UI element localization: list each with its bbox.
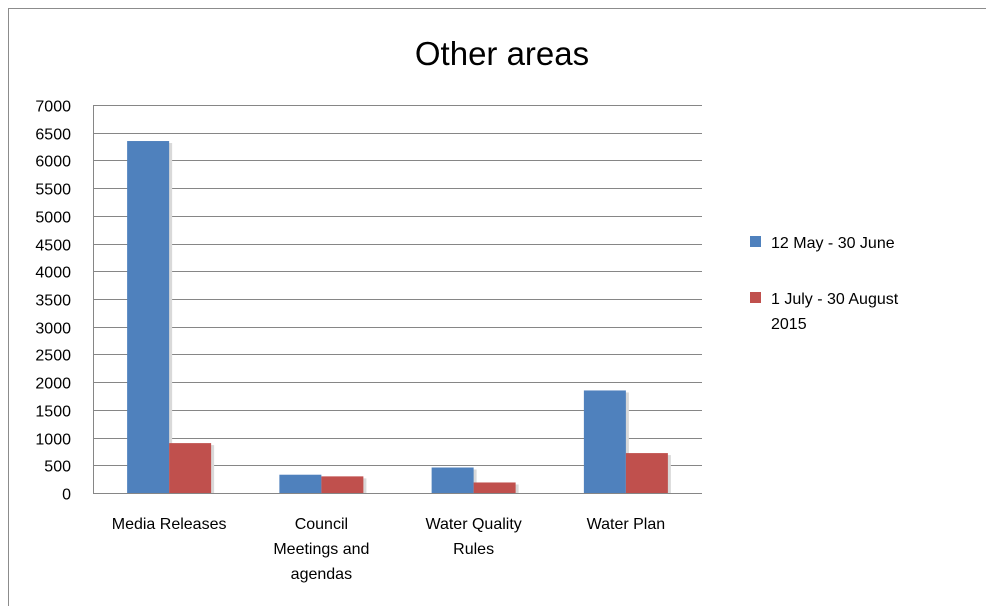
legend: 12 May - 30 June 1 July - 30 August 2015 <box>750 235 899 333</box>
x-axis-categories: Media Releases Council Meetings and agendas… <box>112 516 665 583</box>
y-tick-label: 1500 <box>35 404 71 421</box>
y-tick-label: 0 <box>62 487 71 504</box>
y-tick-label: 4000 <box>35 265 71 282</box>
bar-fill <box>279 474 322 493</box>
y-tick-label: 2500 <box>35 348 71 365</box>
y-tick-label: 3000 <box>35 321 71 338</box>
y-tick-label: 6000 <box>35 154 71 171</box>
y-tick-label: 4500 <box>35 238 71 255</box>
bar-fill <box>431 467 474 493</box>
bar <box>473 482 519 493</box>
bar-fill <box>473 482 516 493</box>
bar <box>625 453 671 493</box>
bar <box>279 474 325 493</box>
bar <box>169 443 215 493</box>
legend-item: 1 July - 30 August 2015 <box>750 291 899 333</box>
legend-swatch <box>750 236 761 247</box>
x-category-label: Water Quality <box>425 516 521 533</box>
bar <box>431 467 477 493</box>
bar-fill <box>625 453 668 493</box>
y-tick-label: 5500 <box>35 182 71 199</box>
bar-fill <box>321 476 364 493</box>
x-category-label: Water Plan <box>587 516 666 533</box>
y-tick-label: 7000 <box>35 99 71 116</box>
y-axis-ticks: 0 500 1000 1500 2000 2500 3000 3500 4000 4500 5000… <box>35 99 71 504</box>
legend-item: 12 May - 30 June <box>750 235 895 252</box>
y-tick-label: 6500 <box>35 127 71 144</box>
bar-fill <box>169 443 212 493</box>
bar <box>127 141 173 493</box>
x-category-label: Media Releases <box>112 516 227 533</box>
bar-fill <box>127 141 170 493</box>
x-category-label: Rules <box>453 541 494 558</box>
y-tick-label: 2000 <box>35 376 71 393</box>
x-category-label: agendas <box>291 566 352 583</box>
legend-label: 2015 <box>771 316 807 333</box>
axes <box>93 105 702 494</box>
legend-swatch <box>750 292 761 303</box>
bar <box>583 390 629 493</box>
y-tick-label: 500 <box>44 459 71 476</box>
x-category-label: Meetings and <box>273 541 369 558</box>
chart-title: Other areas <box>415 35 589 72</box>
y-tick-label: 3500 <box>35 293 71 310</box>
y-tick-label: 5000 <box>35 210 71 227</box>
bars <box>127 141 671 493</box>
gridlines <box>93 105 702 466</box>
legend-label: 12 May - 30 June <box>771 235 895 252</box>
x-category-label: Council <box>295 516 348 533</box>
y-tick-label: 1000 <box>35 432 71 449</box>
legend-label: 1 July - 30 August <box>771 291 899 308</box>
bar <box>321 476 367 493</box>
bar-fill <box>583 390 626 493</box>
